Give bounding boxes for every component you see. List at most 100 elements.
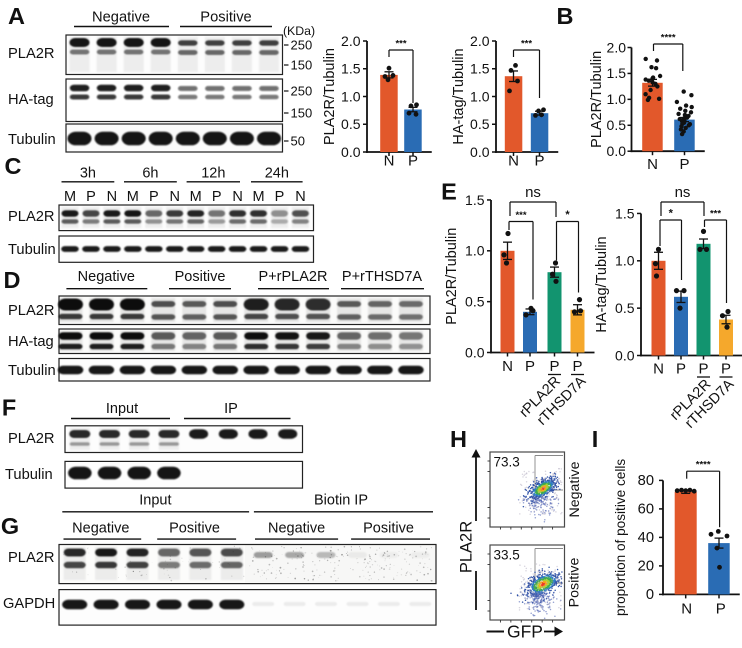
svg-text:0.5: 0.5 (615, 300, 635, 316)
svg-text:Input: Input (139, 493, 171, 509)
svg-text:Negative: Negative (268, 521, 325, 537)
svg-text:40: 40 (638, 530, 654, 546)
svg-text:73.3: 73.3 (494, 455, 520, 470)
svg-text:1.0: 1.0 (341, 88, 361, 104)
svg-text:Tubulin: Tubulin (5, 467, 53, 483)
svg-text:24h: 24h (265, 166, 289, 182)
svg-text:N: N (681, 601, 692, 618)
svg-text:1.0: 1.0 (615, 253, 635, 269)
svg-text:P+rTHSD7A: P+rTHSD7A (342, 269, 423, 285)
svg-text:Negative: Negative (567, 461, 583, 517)
svg-text:D: D (4, 267, 21, 293)
svg-text:80: 80 (638, 473, 654, 489)
svg-text:PLA2R: PLA2R (8, 550, 55, 566)
svg-text:HA-tag/Tubulin: HA-tag/Tubulin (594, 236, 610, 332)
svg-text:3h: 3h (80, 166, 96, 182)
svg-text:2.0: 2.0 (607, 39, 627, 55)
svg-text:N: N (502, 358, 513, 375)
svg-text:***: *** (521, 39, 532, 50)
svg-text:HA-tag: HA-tag (8, 92, 54, 108)
svg-text:1.5: 1.5 (341, 61, 361, 77)
svg-text:P: P (408, 153, 418, 170)
svg-text:Positive: Positive (567, 558, 583, 608)
svg-text:P: P (676, 361, 686, 378)
svg-text:****: **** (696, 460, 711, 471)
svg-text:P: P (275, 189, 285, 205)
svg-text:Tubulin: Tubulin (8, 132, 56, 148)
svg-text:N: N (647, 156, 658, 173)
svg-text:0.0: 0.0 (465, 344, 485, 360)
svg-text:P: P (534, 153, 544, 170)
svg-text:N: N (653, 361, 664, 378)
svg-text:250: 250 (291, 38, 313, 53)
svg-text:PLA2R: PLA2R (458, 521, 476, 573)
svg-text:P: P (86, 189, 96, 205)
svg-text:0.0: 0.0 (341, 144, 361, 160)
svg-text:20: 20 (638, 559, 654, 575)
svg-text:N: N (232, 189, 242, 205)
svg-text:N: N (107, 189, 117, 205)
svg-text:PLA2R/Tubulin: PLA2R/Tubulin (322, 48, 338, 145)
svg-text:IP: IP (224, 401, 238, 417)
svg-text:2.0: 2.0 (470, 33, 490, 49)
svg-text:60: 60 (638, 502, 654, 518)
svg-text:0.5: 0.5 (465, 293, 485, 309)
svg-text:PLA2R: PLA2R (8, 431, 55, 447)
svg-text:6h: 6h (142, 166, 158, 182)
svg-text:Positive: Positive (363, 521, 414, 537)
svg-text:0.0: 0.0 (615, 347, 635, 363)
svg-text:P: P (716, 601, 726, 618)
svg-text:P: P (698, 361, 708, 378)
svg-text:Tubulin: Tubulin (8, 363, 56, 379)
svg-text:50: 50 (291, 134, 305, 149)
svg-text:A: A (8, 3, 25, 29)
svg-text:B: B (557, 3, 574, 29)
svg-text:P: P (721, 361, 731, 378)
svg-text:P: P (679, 156, 689, 173)
svg-text:*: * (565, 209, 570, 221)
svg-text:P+rPLA2R: P+rPLA2R (259, 269, 328, 285)
svg-text:Positive: Positive (175, 269, 226, 285)
svg-text:150: 150 (291, 58, 313, 73)
svg-text:F: F (2, 395, 16, 421)
svg-text:0.5: 0.5 (470, 116, 490, 132)
svg-text:Negative: Negative (78, 269, 135, 285)
svg-text:PLA2R/Tubulin: PLA2R/Tubulin (444, 228, 460, 325)
svg-text:P: P (212, 189, 222, 205)
svg-text:***: *** (395, 39, 406, 50)
svg-text:150: 150 (291, 106, 313, 121)
svg-text:0.5: 0.5 (607, 117, 627, 133)
svg-text:N: N (508, 153, 519, 170)
svg-text:250: 250 (291, 84, 313, 99)
svg-text:Tubulin: Tubulin (8, 242, 56, 258)
svg-text:****: **** (661, 33, 676, 44)
svg-text:1.5: 1.5 (470, 61, 490, 77)
svg-text:ns: ns (525, 184, 541, 201)
svg-text:HA-tag: HA-tag (8, 334, 54, 350)
svg-text:Negative: Negative (72, 521, 129, 537)
svg-text:PLA2R: PLA2R (8, 209, 55, 225)
svg-text:G: G (1, 513, 19, 539)
svg-text:GFP: GFP (507, 622, 543, 642)
svg-text:N: N (170, 189, 180, 205)
svg-text:Biotin IP: Biotin IP (314, 493, 368, 509)
svg-text:proportion of positive cells: proportion of positive cells (613, 459, 628, 616)
svg-text:M: M (127, 189, 139, 205)
svg-text:M: M (190, 189, 202, 205)
svg-text:PLA2R: PLA2R (8, 46, 55, 62)
svg-text:1.5: 1.5 (607, 65, 627, 81)
svg-text:I: I (592, 426, 599, 452)
svg-text:E: E (441, 179, 457, 205)
svg-text:0.5: 0.5 (341, 116, 361, 132)
svg-text:M: M (64, 189, 76, 205)
svg-text:Positive: Positive (200, 10, 251, 26)
svg-text:2.0: 2.0 (341, 33, 361, 49)
svg-text:*: * (669, 208, 674, 220)
svg-text:(KDa): (KDa) (283, 24, 315, 38)
svg-text:PLA2R/Tubulin: PLA2R/Tubulin (589, 51, 605, 148)
svg-text:ns: ns (675, 184, 691, 201)
svg-text:Input: Input (106, 401, 138, 417)
svg-text:P: P (572, 358, 582, 375)
svg-text:12h: 12h (201, 166, 225, 182)
svg-text:N: N (384, 153, 395, 170)
